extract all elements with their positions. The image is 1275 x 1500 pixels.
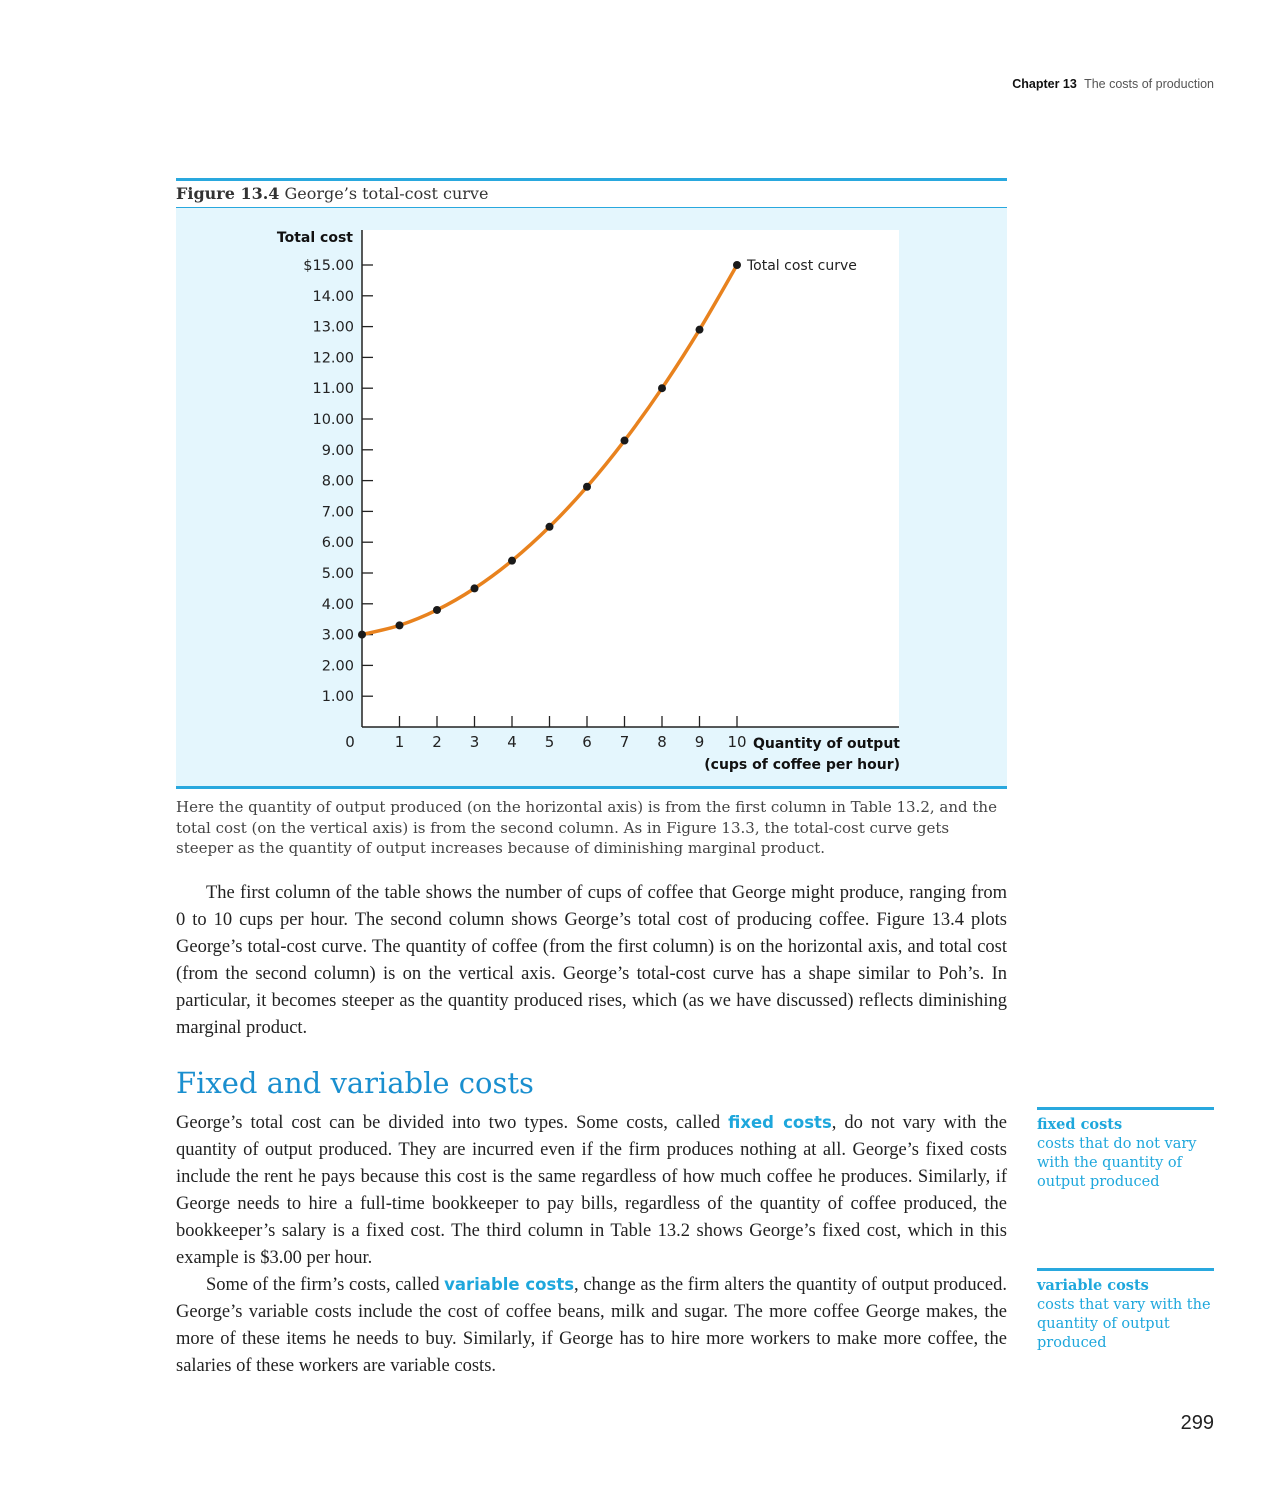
paragraph-3-after: , change as the firm alters the quantity… <box>176 1275 1007 1376</box>
y-tick-label: 10.00 <box>312 412 354 428</box>
y-tick-label: 6.00 <box>322 535 354 551</box>
data-point <box>470 584 479 593</box>
figure-title: Figure 13.4 George’s total-cost curve <box>176 184 488 203</box>
plot-area <box>362 230 899 727</box>
y-tick-label: 5.00 <box>322 566 354 582</box>
paragraph-3-before: Some of the firm’s costs, called <box>206 1275 445 1295</box>
data-point <box>508 556 516 565</box>
x-origin-label: 0 <box>345 733 355 751</box>
x-tick-label: 6 <box>582 733 592 751</box>
x-tick-label: 1 <box>395 733 405 751</box>
x-tick-label: 7 <box>620 733 630 751</box>
margin-note-definition: costs that do not vary with the quantity… <box>1037 1136 1197 1190</box>
figure-panel: Total cost 0 Quantity of output (cups of… <box>176 208 1007 789</box>
x-tick-label: 5 <box>545 733 555 751</box>
y-tick-label: 1.00 <box>322 689 354 705</box>
data-point <box>395 621 404 630</box>
y-tick-label: 14.00 <box>312 289 354 305</box>
margin-note-term: fixed costs <box>1037 1116 1123 1133</box>
total-cost-chart: Total cost 0 Quantity of output (cups of… <box>277 230 900 773</box>
x-tick-label: 2 <box>432 733 442 751</box>
data-point <box>733 261 741 269</box>
x-tick-label: 9 <box>695 733 705 751</box>
y-tick-label: 4.00 <box>322 597 354 613</box>
data-point <box>545 522 554 531</box>
x-axis-label-line1: Quantity of output <box>753 736 900 752</box>
figure-caption: Here the quantity of output produced (on… <box>176 798 997 857</box>
y-tick-label: 9.00 <box>322 443 354 459</box>
term-variable-costs: variable costs <box>444 1275 575 1294</box>
data-point <box>658 384 666 393</box>
data-points <box>358 261 741 639</box>
x-tick-label: 4 <box>507 733 517 751</box>
y-tick-label: 3.00 <box>322 628 354 644</box>
data-point <box>695 325 704 334</box>
data-point <box>620 436 629 445</box>
section-heading: Fixed and variable costs <box>176 1066 534 1100</box>
figure-title-text: George’s total-cost curve <box>284 184 489 203</box>
y-tick-label: 2.00 <box>322 658 354 674</box>
y-tick-label: 13.00 <box>312 320 354 336</box>
paragraph-2-before: George’s total cost can be divided into … <box>176 1113 729 1133</box>
x-tick-label: 10 <box>727 733 746 751</box>
figure-title-bar: Figure 13.4 George’s total-cost curve <box>176 178 1007 210</box>
running-head-title: The costs of production <box>1084 77 1214 91</box>
paragraph-1: The first column of the table shows the … <box>176 883 1007 1038</box>
x-tick-label: 3 <box>470 733 480 751</box>
x-ticks: 1 2 3 4 5 6 7 8 9 10 <box>395 716 747 751</box>
data-point <box>433 605 441 614</box>
x-tick-label: 8 <box>657 733 667 751</box>
running-head: Chapter 13 The costs of production <box>1012 77 1214 91</box>
paragraph-3: Some of the firm’s costs, called variabl… <box>176 1271 1007 1380</box>
paragraph-2-after: , do not vary with the quantity of outpu… <box>176 1113 1008 1268</box>
y-tick-label: 7.00 <box>322 504 354 520</box>
figure-label: Figure 13.4 <box>176 184 280 203</box>
page-number: 299 <box>1180 1412 1214 1434</box>
margin-note-definition: costs that vary with the quantity of out… <box>1037 1297 1211 1351</box>
y-ticks: $15.00 14.00 13.00 12.00 11.00 10.00 9.00 8.00 7… <box>303 258 373 705</box>
series-label: Total cost curve <box>746 258 857 274</box>
margin-note-variable-costs: variable costs costs that vary with the … <box>1037 1268 1214 1353</box>
margin-note-term: variable costs <box>1037 1277 1149 1294</box>
y-tick-label: 12.00 <box>312 350 354 366</box>
term-fixed-costs: fixed costs <box>728 1113 832 1132</box>
paragraph-2: George’s total cost can be divided into … <box>176 1109 1007 1272</box>
margin-note-fixed-costs: fixed costs costs that do not vary with … <box>1037 1107 1214 1192</box>
data-point <box>583 482 591 491</box>
y-axis-label: Total cost <box>277 230 353 246</box>
y-tick-label: $15.00 <box>303 258 354 274</box>
data-point <box>358 630 366 639</box>
y-tick-label: 11.00 <box>312 381 354 397</box>
running-head-chapter: Chapter 13 <box>1012 77 1077 91</box>
x-axis-label-line2: (cups of coffee per hour) <box>704 757 900 773</box>
y-tick-label: 8.00 <box>322 474 354 490</box>
